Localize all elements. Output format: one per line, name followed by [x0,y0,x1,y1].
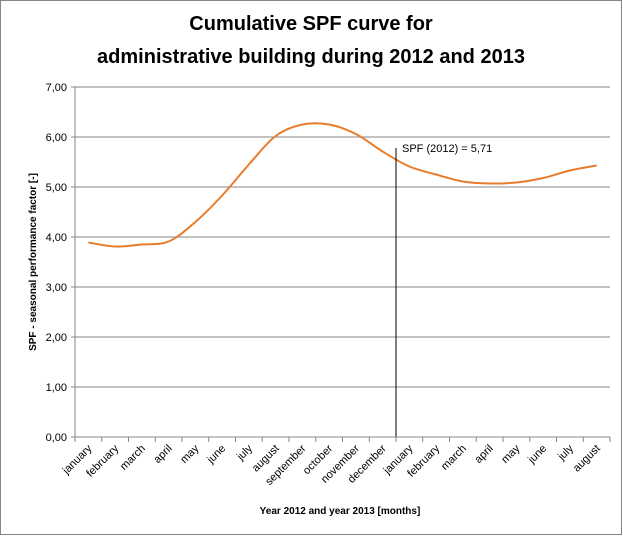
y-tick-label: 1,00 [46,382,67,394]
line [88,122,597,248]
y-tick-label: 2,00 [46,332,67,344]
y-tick-label: 6,00 [46,132,67,144]
chart-title: Cumulative SPF curve for [189,13,433,35]
y-tick-label: 7,00 [46,82,67,94]
chart-title: administrative building during 2012 and … [97,46,525,68]
y-tick-label: 0,00 [46,432,67,444]
y-tick-label: 5,00 [46,182,67,194]
y-tick-label: 4,00 [46,232,67,244]
y-axis-title: SPF - seasonal performance factor [-] [28,173,39,351]
x-axis-title: Year 2012 and year 2013 [months] [260,506,421,517]
y-tick-label: 3,00 [46,282,67,294]
annotation: SPF (2012) = 5,71 [402,143,492,155]
